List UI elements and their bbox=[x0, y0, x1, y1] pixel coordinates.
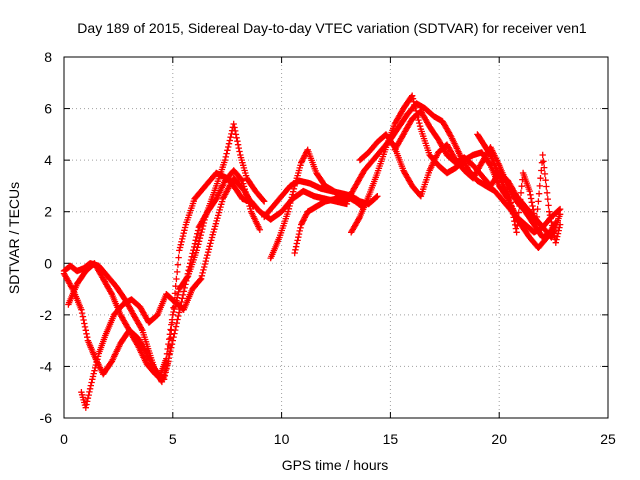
x-tick-label: 0 bbox=[60, 431, 68, 447]
series-track-k bbox=[474, 131, 564, 246]
y-tick-label: 4 bbox=[44, 152, 52, 168]
series-track-l bbox=[391, 108, 564, 241]
data-points bbox=[60, 92, 564, 411]
x-tick-label: 15 bbox=[383, 431, 399, 447]
y-tick-labels: -6 -4 -2 0 2 4 6 8 bbox=[40, 49, 53, 426]
x-tick-label: 25 bbox=[600, 431, 616, 447]
x-axis-label: GPS time / hours bbox=[282, 457, 389, 473]
series-track-g bbox=[261, 177, 357, 221]
data-marker-path bbox=[391, 108, 564, 241]
chart-title: Day 189 of 2015, Sidereal Day-to-day VTE… bbox=[77, 20, 587, 36]
data-marker-path bbox=[65, 167, 264, 383]
x-tick-labels: 0 5 10 15 20 25 bbox=[60, 431, 616, 447]
y-tick-label: 0 bbox=[44, 255, 52, 271]
x-tick-label: 20 bbox=[491, 431, 507, 447]
y-tick-label: 8 bbox=[44, 49, 52, 65]
y-tick-label: 2 bbox=[44, 204, 52, 220]
plot-frame bbox=[63, 56, 609, 419]
y-tick-label: -6 bbox=[40, 410, 53, 426]
axis-ticks bbox=[63, 56, 609, 419]
x-tick-label: 10 bbox=[274, 431, 290, 447]
data-marker-path bbox=[474, 131, 564, 246]
y-tick-label: 6 bbox=[44, 101, 52, 117]
data-marker-path bbox=[261, 177, 357, 221]
x-tick-label: 5 bbox=[169, 431, 177, 447]
y-tick-label: -4 bbox=[40, 358, 53, 374]
y-tick-label: -2 bbox=[40, 307, 53, 323]
y-axis-label: SDTVAR / TECUs bbox=[6, 182, 22, 294]
series-track-d bbox=[65, 167, 264, 383]
